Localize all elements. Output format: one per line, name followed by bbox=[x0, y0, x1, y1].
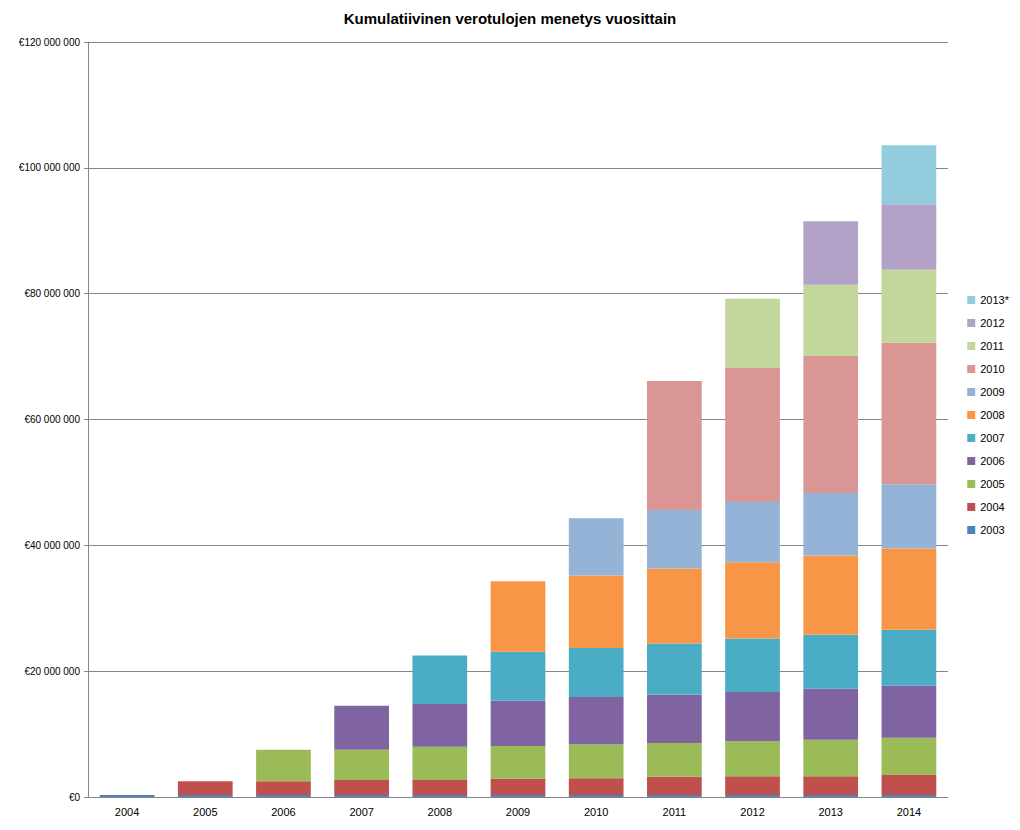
svg-text:2007: 2007 bbox=[980, 432, 1004, 444]
svg-text:2006: 2006 bbox=[271, 806, 295, 818]
svg-text:2011: 2011 bbox=[980, 340, 1004, 352]
svg-text:Kumulatiivinen verotulojen men: Kumulatiivinen verotulojen menetys vuosi… bbox=[344, 10, 677, 27]
svg-text:2005: 2005 bbox=[193, 806, 217, 818]
svg-text:2009: 2009 bbox=[980, 386, 1004, 398]
svg-text:2012: 2012 bbox=[740, 806, 764, 818]
svg-text:2012: 2012 bbox=[980, 317, 1004, 329]
svg-text:2011: 2011 bbox=[663, 806, 687, 818]
svg-text:2014: 2014 bbox=[897, 806, 921, 818]
svg-text:2013: 2013 bbox=[818, 806, 842, 818]
svg-text:2006: 2006 bbox=[980, 455, 1004, 467]
svg-text:2013*: 2013* bbox=[980, 294, 1009, 306]
svg-text:€40 000 000: €40 000 000 bbox=[24, 540, 80, 551]
svg-text:€120 000 000: €120 000 000 bbox=[19, 37, 81, 48]
svg-text:2005: 2005 bbox=[980, 478, 1004, 490]
svg-text:2004: 2004 bbox=[115, 806, 139, 818]
svg-text:€60 000 000: €60 000 000 bbox=[24, 414, 80, 425]
svg-text:2009: 2009 bbox=[506, 806, 530, 818]
svg-text:2010: 2010 bbox=[980, 363, 1004, 375]
svg-text:€100 000 000: €100 000 000 bbox=[19, 162, 81, 173]
svg-text:2007: 2007 bbox=[349, 806, 373, 818]
svg-text:2003: 2003 bbox=[980, 524, 1004, 536]
svg-text:€80 000 000: €80 000 000 bbox=[24, 288, 80, 299]
svg-text:€0: €0 bbox=[69, 792, 81, 803]
svg-text:2008: 2008 bbox=[980, 409, 1004, 421]
svg-text:€20 000 000: €20 000 000 bbox=[24, 666, 80, 677]
svg-text:2010: 2010 bbox=[584, 806, 608, 818]
svg-text:2008: 2008 bbox=[428, 806, 452, 818]
svg-text:2004: 2004 bbox=[980, 501, 1004, 513]
